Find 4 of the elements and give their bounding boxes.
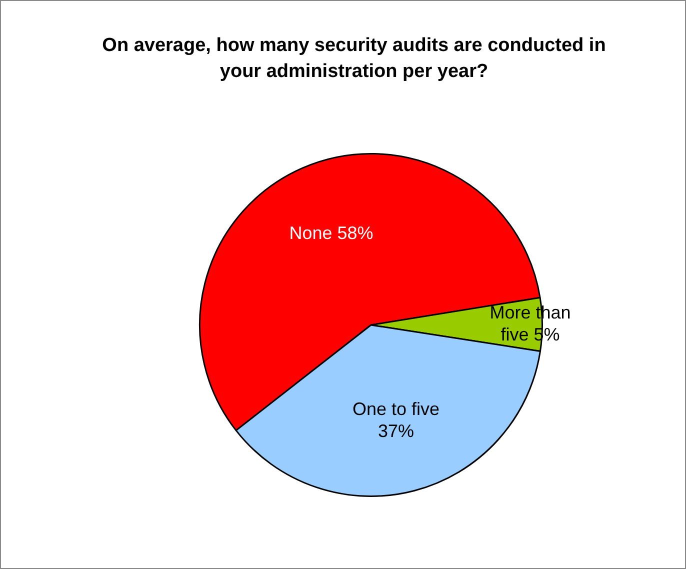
data-label: 37% [378, 421, 414, 442]
slice-label: None 58% [289, 222, 374, 243]
slice-label: One to five [352, 399, 440, 420]
chart-title: On average, how many security audits are conducted in your administration per year? [101, 34, 607, 84]
